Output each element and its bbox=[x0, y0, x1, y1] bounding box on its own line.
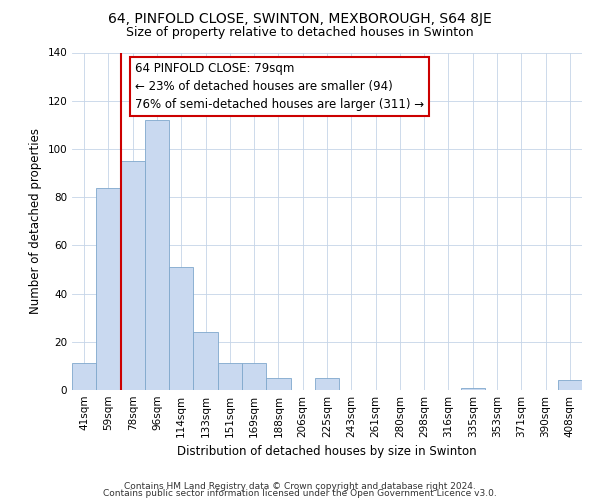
Text: 64 PINFOLD CLOSE: 79sqm
← 23% of detached houses are smaller (94)
76% of semi-de: 64 PINFOLD CLOSE: 79sqm ← 23% of detache… bbox=[135, 62, 424, 111]
Bar bbox=[72, 364, 96, 390]
Bar bbox=[169, 267, 193, 390]
Bar bbox=[242, 364, 266, 390]
Bar bbox=[218, 364, 242, 390]
Bar bbox=[145, 120, 169, 390]
Bar bbox=[193, 332, 218, 390]
Text: Size of property relative to detached houses in Swinton: Size of property relative to detached ho… bbox=[126, 26, 474, 39]
Text: Contains HM Land Registry data © Crown copyright and database right 2024.: Contains HM Land Registry data © Crown c… bbox=[124, 482, 476, 491]
X-axis label: Distribution of detached houses by size in Swinton: Distribution of detached houses by size … bbox=[177, 446, 477, 458]
Bar bbox=[266, 378, 290, 390]
Text: Contains public sector information licensed under the Open Government Licence v3: Contains public sector information licen… bbox=[103, 489, 497, 498]
Bar bbox=[558, 380, 582, 390]
Text: 64, PINFOLD CLOSE, SWINTON, MEXBOROUGH, S64 8JE: 64, PINFOLD CLOSE, SWINTON, MEXBOROUGH, … bbox=[108, 12, 492, 26]
Bar bbox=[96, 188, 121, 390]
Bar bbox=[315, 378, 339, 390]
Bar bbox=[461, 388, 485, 390]
Bar bbox=[121, 161, 145, 390]
Y-axis label: Number of detached properties: Number of detached properties bbox=[29, 128, 42, 314]
